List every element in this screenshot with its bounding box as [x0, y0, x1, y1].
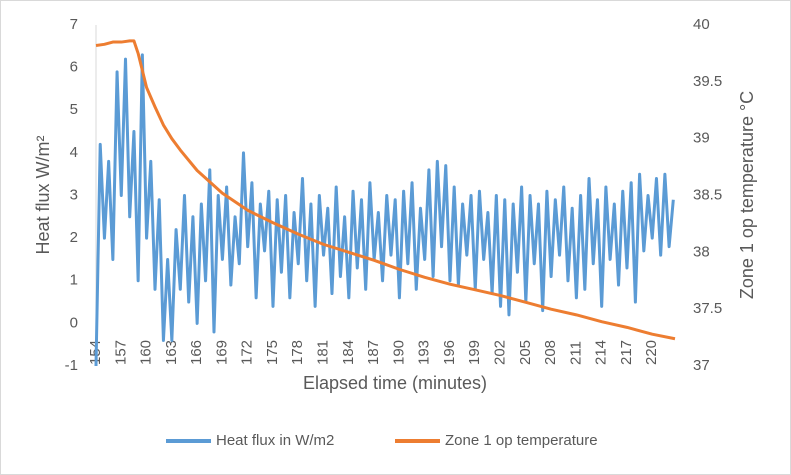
y2-tick-label: 39.5	[693, 73, 722, 90]
y-tick-label: 0	[70, 314, 78, 331]
x-tick-label: 196	[441, 340, 458, 365]
x-tick-label: 181	[315, 340, 332, 365]
x-tick-label: 190	[390, 340, 407, 365]
x-tick-label: 208	[542, 340, 559, 365]
x-tick-label: 214	[593, 340, 610, 365]
y2-tick-label: 39	[693, 130, 710, 147]
x-tick-label: 169	[213, 340, 230, 365]
y-tick-label: 2	[70, 229, 78, 246]
y-tick-label: 1	[70, 272, 78, 289]
y-axis-label: Heat flux W/m²	[33, 135, 53, 254]
y-tick-label: 4	[70, 144, 78, 161]
x-tick-label: 187	[365, 340, 382, 365]
y2-tick-label: 38	[693, 243, 710, 260]
x-tick-label: 184	[340, 340, 357, 365]
x-tick-label: 157	[112, 340, 129, 365]
x-tick-label: 199	[466, 340, 483, 365]
x-tick-label: 205	[517, 340, 534, 365]
y2-axis-label: Zone 1 op temperature °C	[737, 91, 757, 299]
y-tick-label: 6	[70, 59, 78, 76]
y2-tick-label: 37.5	[693, 300, 722, 317]
x-tick-label: 193	[416, 340, 433, 365]
y-tick-label: 5	[70, 101, 78, 118]
x-tick-label: 202	[492, 340, 509, 365]
y-tick-label: 3	[70, 186, 78, 203]
x-tick-label: 178	[289, 340, 306, 365]
y-tick-label: 7	[70, 16, 78, 33]
y2-tick-label: 37	[693, 357, 710, 374]
x-tick-label: 217	[618, 340, 635, 365]
y-tick-label: -1	[65, 357, 78, 374]
x-tick-label: 160	[138, 340, 155, 365]
x-tick-label: 163	[163, 340, 180, 365]
x-tick-label: 220	[643, 340, 660, 365]
x-tick-label: 211	[567, 341, 584, 365]
x-axis-label: Elapsed time (minutes)	[303, 373, 487, 393]
x-tick-label: 175	[264, 340, 281, 365]
series-line	[95, 39, 676, 341]
y2-tick-label: 38.5	[693, 186, 722, 203]
legend-label: Heat flux in W/m2	[216, 432, 334, 449]
x-tick-label: 166	[188, 340, 205, 365]
x-tick-label: 172	[239, 340, 256, 365]
series-line	[94, 53, 675, 367]
legend-label: Zone 1 op temperature	[445, 432, 598, 449]
y2-tick-label: 40	[693, 16, 710, 33]
